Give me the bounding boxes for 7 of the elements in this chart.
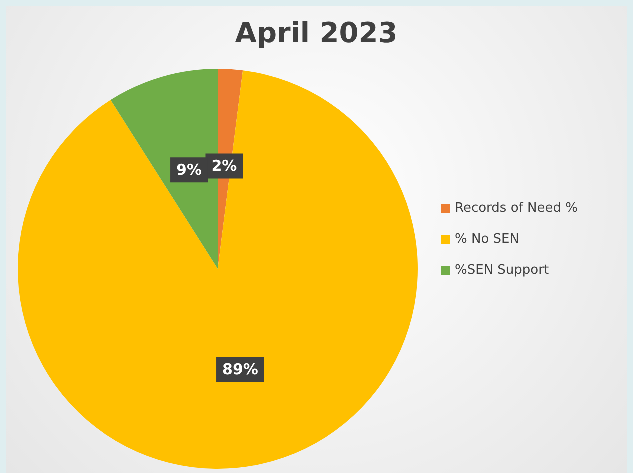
legend-label: Records of Need % xyxy=(455,201,578,216)
chart-title: April 2023 xyxy=(235,16,398,50)
data-label: 9% xyxy=(176,161,202,180)
legend-label: %SEN Support xyxy=(455,263,550,278)
legend-label: % No SEN xyxy=(455,232,520,247)
data-label: 89% xyxy=(222,360,258,379)
data-label: 2% xyxy=(212,157,238,176)
